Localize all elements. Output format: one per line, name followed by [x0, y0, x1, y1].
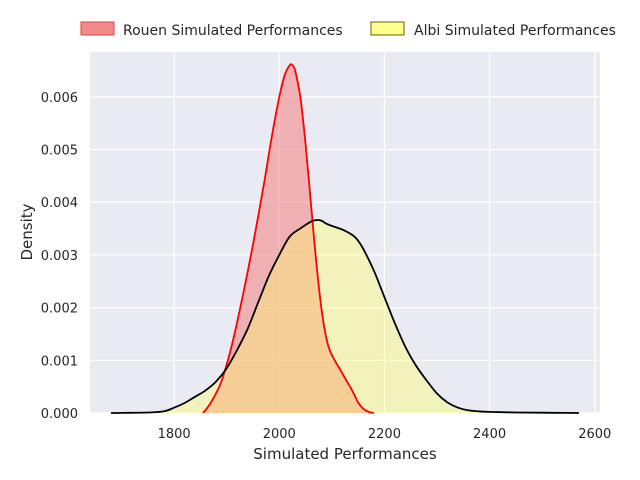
legend-swatch-albi — [370, 21, 405, 36]
y-axis-ticks: 0.000 0.001 0.002 0.003 0.004 0.005 0.006 — [41, 91, 78, 422]
x-tick-label: 2200 — [368, 427, 401, 442]
legend-label-albi: Albi Simulated Performances — [414, 23, 616, 39]
series-area-1 — [111, 220, 579, 413]
x-tick-label: 1800 — [158, 427, 191, 442]
y-tick-label: 0.001 — [41, 354, 78, 369]
y-axis-label: Density — [18, 203, 36, 260]
x-axis-label: Simulated Performances — [253, 445, 437, 463]
series-layer — [110, 63, 580, 414]
series-lines — [110, 63, 580, 414]
y-tick-label: 0.006 — [41, 91, 78, 106]
x-tick-label: 2600 — [578, 427, 611, 442]
y-tick-label: 0.000 — [41, 407, 78, 422]
y-tick-label: 0.004 — [41, 196, 78, 211]
plot-background — [90, 52, 600, 413]
legend-swatch-rouen — [80, 21, 115, 36]
series-line-0 — [202, 63, 375, 414]
x-tick-label: 2000 — [263, 427, 296, 442]
series-line-1 — [110, 219, 580, 414]
y-tick-label: 0.005 — [41, 143, 78, 158]
x-axis-ticks: 1800 2000 2200 2400 2600 — [158, 427, 612, 442]
legend: Rouen Simulated Performances Albi Simula… — [80, 21, 616, 39]
y-tick-label: 0.003 — [41, 249, 78, 264]
legend-label-rouen: Rouen Simulated Performances — [123, 23, 343, 39]
x-tick-label: 2400 — [473, 427, 506, 442]
y-tick-label: 0.002 — [41, 302, 78, 317]
